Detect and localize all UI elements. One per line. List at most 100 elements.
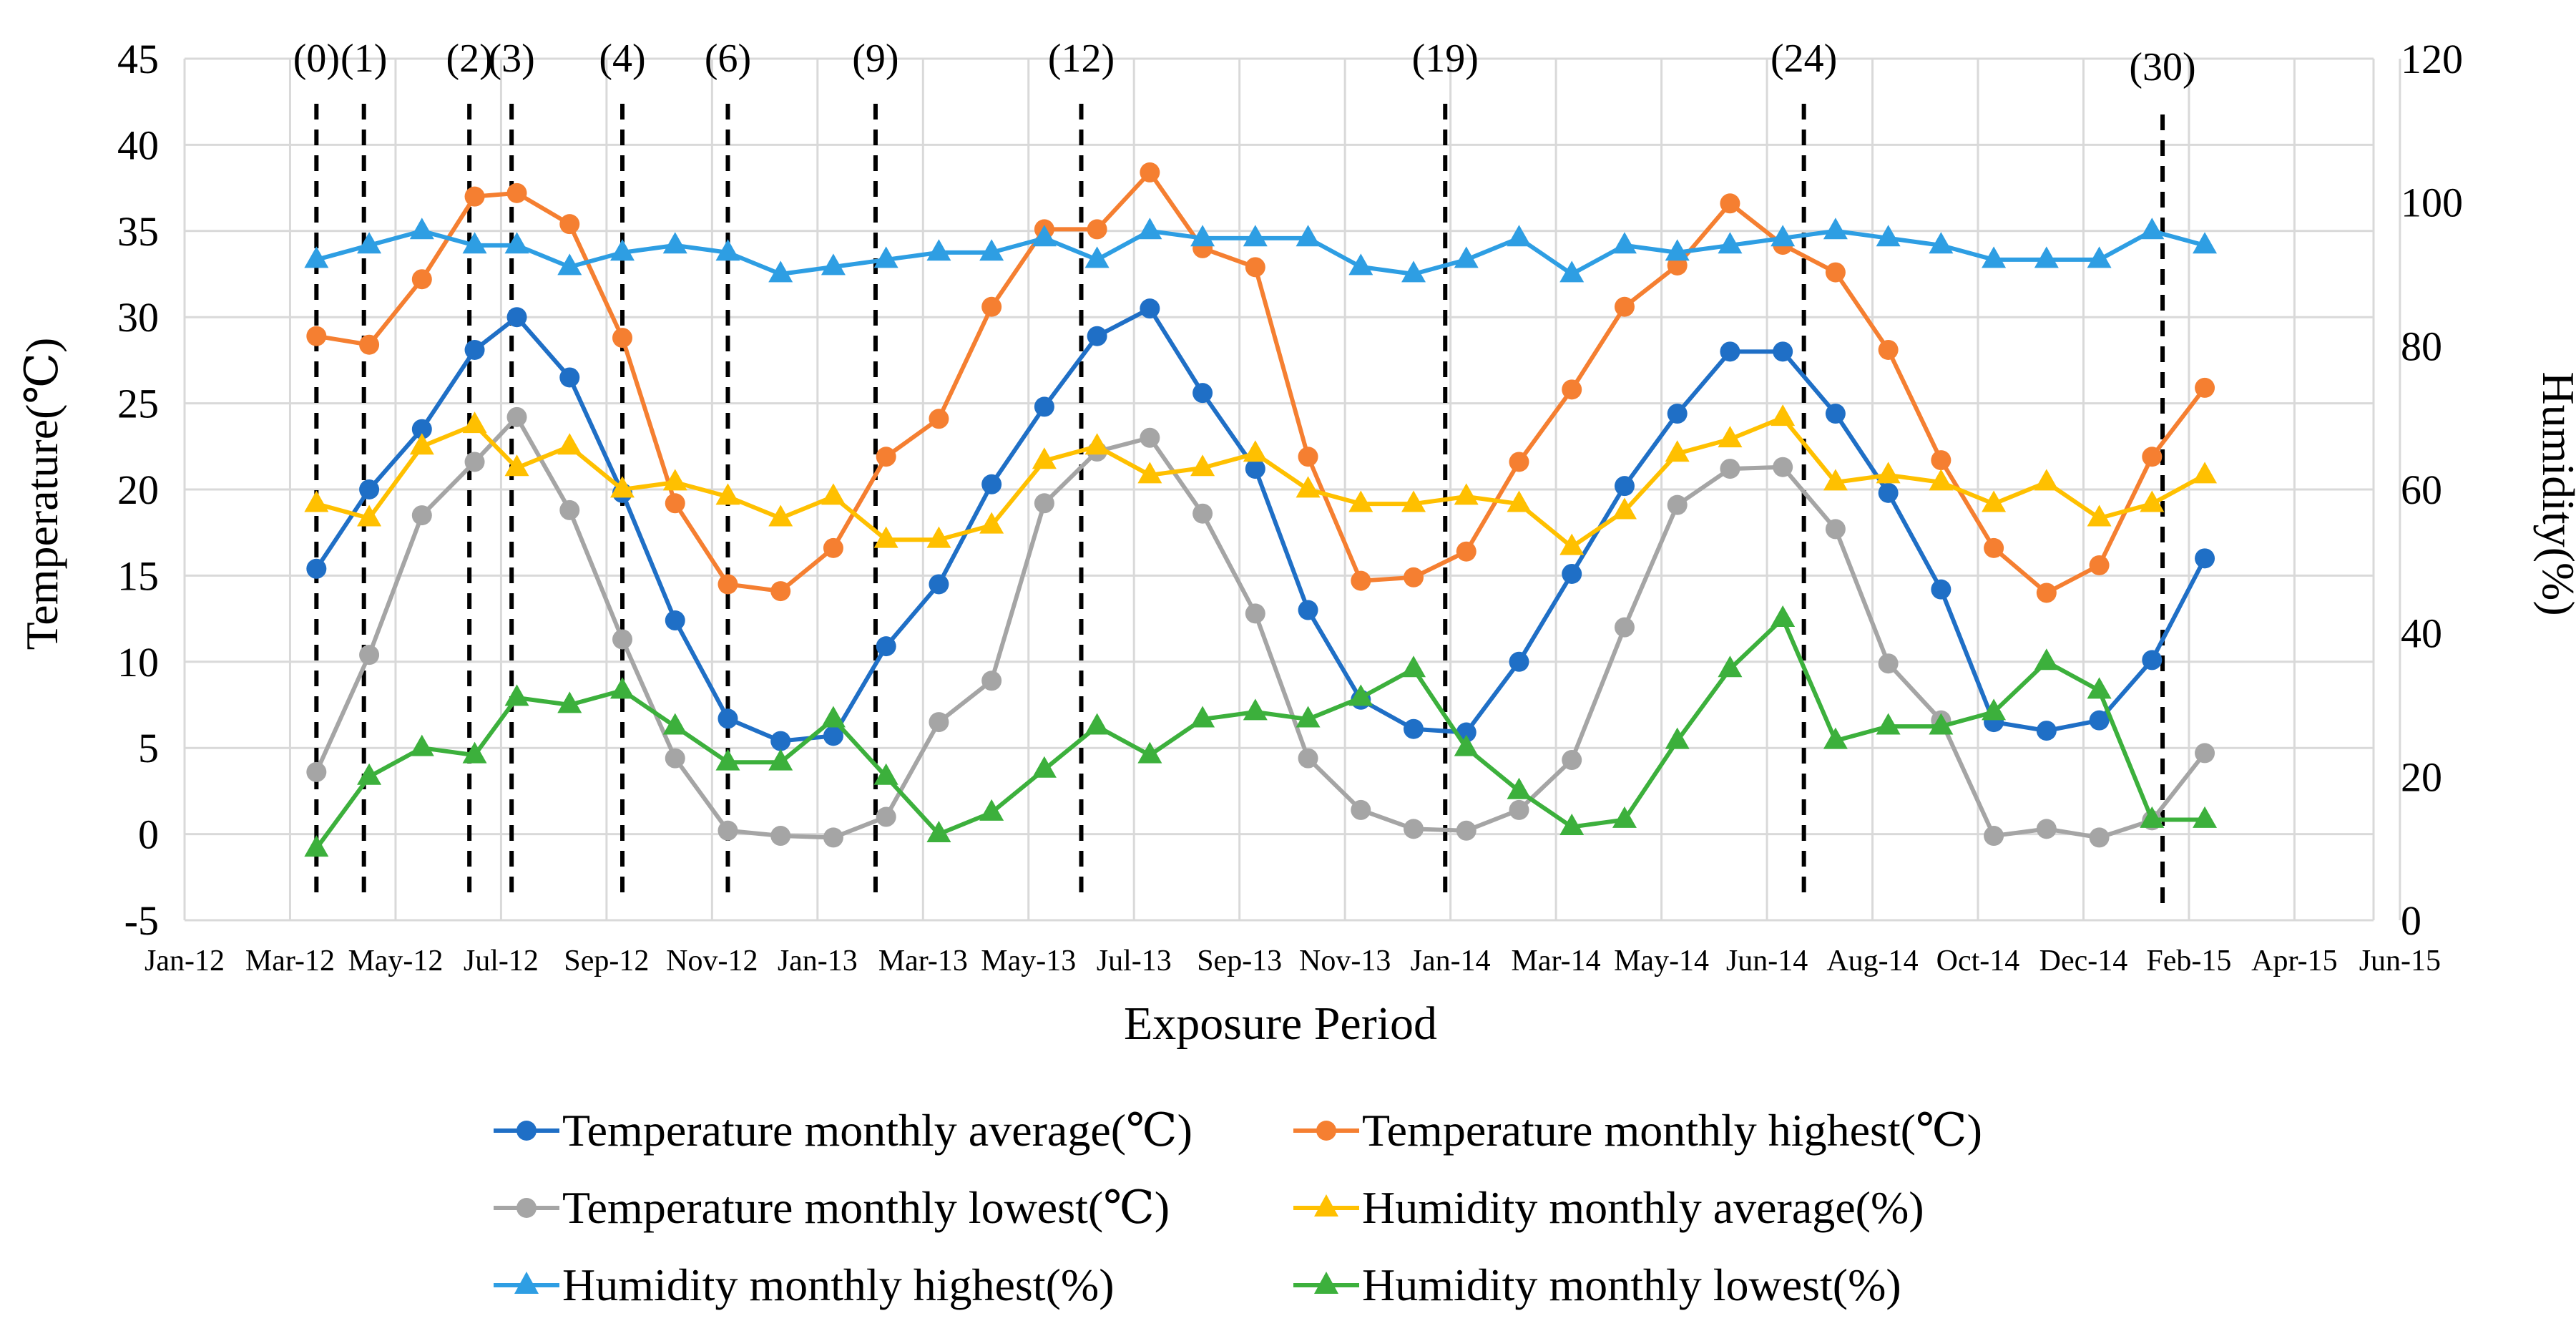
legend-swatch-graphic: [494, 1121, 559, 1141]
x-axis-title: Exposure Period: [1124, 998, 1437, 1050]
data-point: [2036, 819, 2057, 839]
data-point: [2140, 806, 2165, 828]
legend-item-hum-avg: Humidity monthly average(%): [1293, 1172, 1924, 1244]
data-point: [1190, 225, 1215, 247]
data-point: [1562, 563, 1582, 584]
data-point: [1878, 653, 1899, 674]
data-point: [504, 684, 529, 706]
data-point: [1348, 253, 1373, 276]
x-tick-label: Apr-15: [2251, 945, 2337, 977]
data-point: [2089, 827, 2110, 848]
data-point: [559, 367, 580, 388]
data-point: [1243, 440, 1268, 462]
data-point: [1773, 457, 1793, 477]
data-point: [612, 629, 632, 650]
data-point: [1084, 246, 1110, 268]
data-point: [359, 645, 380, 666]
data-point: [1612, 497, 1637, 520]
data-point: [1456, 820, 1476, 841]
data-point: [411, 269, 432, 290]
data-point: [2140, 490, 2165, 512]
left-tick-label: 40: [117, 122, 159, 168]
vline-layer: (0) (1) (2)(3) (4) (6) (9) (12) (19) (24) (30): [293, 36, 2196, 903]
left-tick-label: 10: [117, 639, 159, 686]
data-point: [411, 419, 432, 439]
series-4: [304, 218, 2218, 283]
x-tick-label: Aug-14: [1826, 945, 1918, 977]
data-point: [2193, 806, 2218, 828]
data-point: [1878, 339, 1899, 360]
data-point: [1298, 748, 1318, 769]
data-point: [1825, 262, 1846, 283]
right-tick-label: 60: [2401, 467, 2442, 513]
data-point: [876, 806, 896, 827]
data-point: [559, 499, 580, 520]
data-point: [1876, 225, 1901, 247]
right-tick-label: 100: [2401, 180, 2463, 226]
data-point: [1454, 246, 1479, 268]
exposure-marker-label: (6): [705, 36, 751, 81]
data-point: [1140, 298, 1160, 319]
data-point: [2195, 743, 2215, 764]
x-tick-label: Feb-15: [2146, 945, 2231, 977]
legend-swatch-hum-high: [494, 1271, 559, 1300]
data-point: [665, 748, 685, 769]
data-point: [1982, 246, 2007, 268]
data-point: [304, 835, 329, 857]
exposure-marker-label: (30): [2129, 45, 2195, 89]
data-point: [1665, 239, 1690, 261]
left-tick-label: 15: [117, 552, 159, 599]
x-tick-label: Nov-13: [1299, 945, 1391, 977]
data-point: [1929, 713, 1954, 735]
data-point: [610, 476, 635, 498]
exposure-marker-label: (3): [489, 36, 535, 81]
x-tick-label: Jul-13: [1097, 945, 1172, 977]
data-point: [411, 505, 432, 526]
left-tick-label: 35: [117, 208, 159, 255]
x-tick-label: Jun-15: [2359, 945, 2441, 977]
data-point: [2195, 377, 2215, 398]
data-point: [1718, 655, 1743, 678]
data-point: [1823, 218, 1848, 240]
data-point: [1982, 698, 2007, 721]
data-point: [1982, 490, 2007, 512]
data-point: [821, 483, 846, 505]
data-point: [2036, 582, 2057, 603]
left-tick-label: 45: [117, 36, 159, 82]
data-point: [821, 253, 846, 276]
legend-label-hum-low: Humidity monthly lowest(%): [1362, 1259, 1901, 1310]
data-point: [359, 479, 380, 499]
data-point: [1773, 341, 1793, 362]
data-point: [1559, 813, 1585, 835]
data-point: [1720, 459, 1740, 479]
data-point: [1137, 462, 1162, 484]
data-point: [665, 610, 685, 631]
legend-swatch-marker: [514, 1272, 539, 1294]
series-1: [306, 162, 2215, 603]
data-point: [929, 712, 949, 733]
data-point: [1351, 799, 1371, 820]
data-point: [464, 452, 485, 472]
data-point: [715, 749, 740, 771]
data-point: [1614, 476, 1635, 497]
legend-swatch-temp-low: [494, 1194, 559, 1222]
data-point: [409, 218, 434, 240]
data-point: [464, 339, 485, 360]
data-point: [1825, 404, 1846, 424]
data-point: [876, 636, 896, 657]
series-5: [304, 605, 2218, 857]
data-point: [2087, 677, 2112, 699]
exposure-marker-label: (19): [1412, 36, 1479, 81]
data-point: [462, 741, 487, 764]
data-point: [1245, 257, 1265, 278]
data-point: [1192, 383, 1213, 404]
data-point: [306, 326, 327, 346]
data-point: [2140, 218, 2165, 240]
data-point: [768, 749, 793, 771]
data-point: [2142, 650, 2163, 671]
left-tick-label: 30: [117, 294, 159, 341]
x-tick-label: Jun-14: [1726, 945, 1808, 977]
series-0: [306, 298, 2215, 751]
data-point: [1507, 777, 1532, 799]
data-point: [718, 708, 738, 729]
